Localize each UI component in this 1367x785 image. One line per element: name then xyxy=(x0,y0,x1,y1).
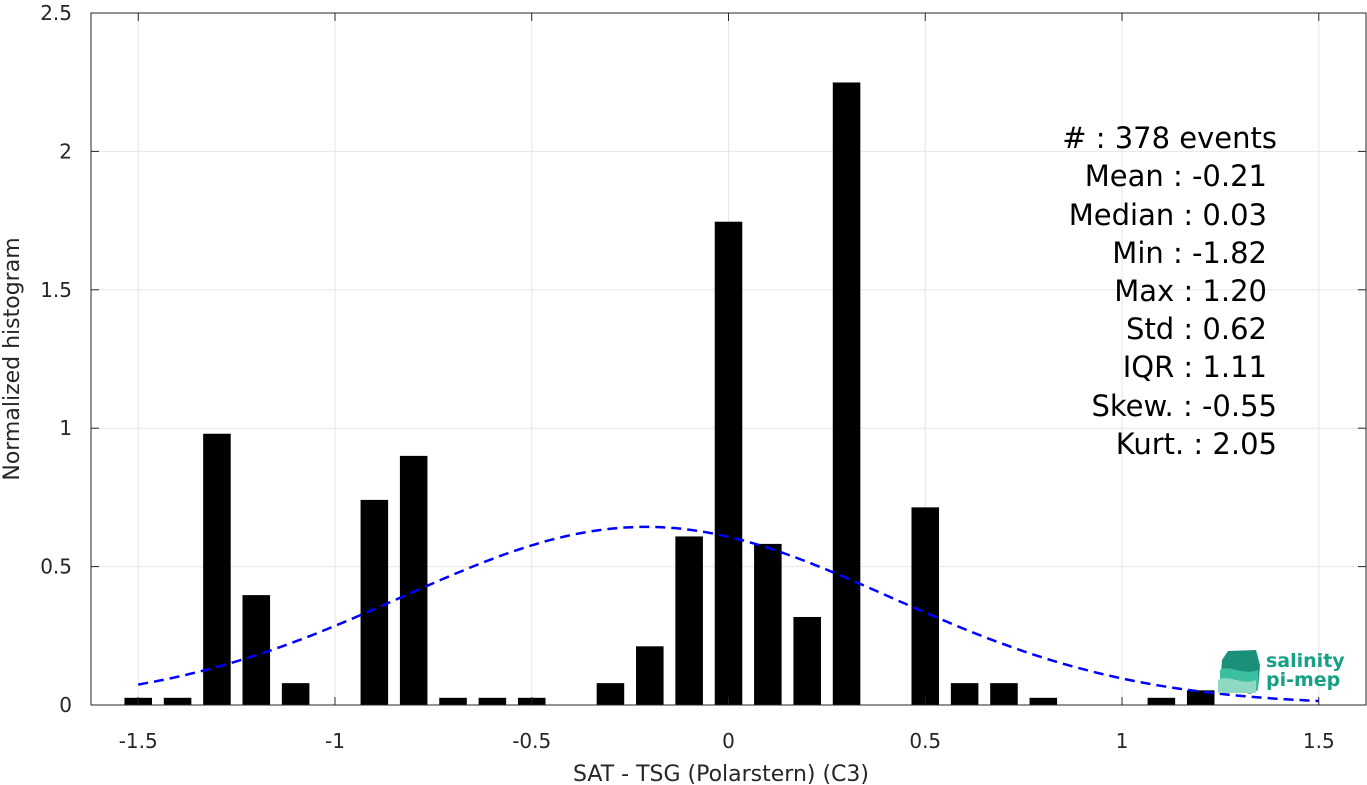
x-tick-label: 0 xyxy=(722,729,735,753)
bars xyxy=(124,82,1215,705)
histogram-bar xyxy=(281,683,310,705)
y-tick-label: 1.5 xyxy=(40,278,72,302)
histogram-bar xyxy=(714,221,743,705)
histogram-bar xyxy=(1147,697,1176,705)
stat-count: # : 378 events xyxy=(1062,121,1277,155)
logo-wave-icon xyxy=(1218,650,1260,694)
stat-std: Std : 0.62 xyxy=(1126,312,1267,346)
x-tick-label: 1 xyxy=(1116,729,1129,753)
histogram-bar xyxy=(990,683,1018,705)
histogram-bar xyxy=(360,499,389,705)
logo-text-salinity: salinity xyxy=(1266,650,1345,672)
y-tick-label: 1 xyxy=(59,416,72,440)
histogram-bar xyxy=(203,433,231,705)
histogram-bar xyxy=(478,697,507,705)
stat-kurt: Kurt. : 2.05 xyxy=(1116,427,1277,461)
y-axis-title: Normalized histogram xyxy=(0,237,25,480)
y-tick-label: 2 xyxy=(59,139,72,163)
histogram-bar xyxy=(163,697,192,705)
histogram-bar xyxy=(1029,697,1058,705)
y-tick-label: 2.5 xyxy=(40,1,72,25)
histogram-bar xyxy=(439,697,467,705)
stat-mean: Mean : -0.21 xyxy=(1085,159,1267,193)
y-tick-label: 0.5 xyxy=(40,555,72,579)
axis-ticks xyxy=(91,12,1366,706)
x-tick-label: -1.5 xyxy=(119,729,158,753)
salinity-pi-mep-logo: salinity pi-mep xyxy=(1218,650,1345,694)
x-tick-label: -0.5 xyxy=(512,729,551,753)
histogram-bar xyxy=(675,536,703,705)
normal-fit-curve xyxy=(137,525,1319,703)
histogram-bar xyxy=(636,646,664,705)
histogram-bar xyxy=(754,543,782,705)
stat-skew: Skew. : -0.55 xyxy=(1091,389,1277,423)
histogram-bar xyxy=(793,616,821,705)
stat-min: Min : -1.82 xyxy=(1112,236,1267,270)
stats-box: # : 378 events Mean : -0.21 Median : 0.0… xyxy=(1062,121,1277,461)
histogram-bar xyxy=(911,507,940,705)
histogram-bar xyxy=(1186,690,1215,705)
x-tick-label: 0.5 xyxy=(909,729,941,753)
x-tick-label: -1 xyxy=(325,729,345,753)
x-axis-title: SAT - TSG (Polarstern) (C3) xyxy=(573,762,869,785)
histogram-bar xyxy=(596,683,625,705)
y-tick-label: 0 xyxy=(59,693,72,717)
x-tick-label: 1.5 xyxy=(1303,729,1335,753)
logo-text-pi-mep: pi-mep xyxy=(1266,669,1340,691)
histogram-bar xyxy=(242,595,271,705)
x-tick-labels: -1.5 -1 -0.5 0 0.5 1 1.5 xyxy=(119,729,1335,753)
y-tick-labels: 0 0.5 1 1.5 2 2.5 xyxy=(40,1,72,717)
stat-iqr: IQR : 1.11 xyxy=(1123,350,1267,384)
stat-max: Max : 1.20 xyxy=(1114,274,1267,308)
histogram-bar xyxy=(832,82,861,705)
histogram-bar xyxy=(399,455,428,705)
stat-median: Median : 0.03 xyxy=(1069,198,1267,232)
histogram-bar xyxy=(950,683,979,705)
